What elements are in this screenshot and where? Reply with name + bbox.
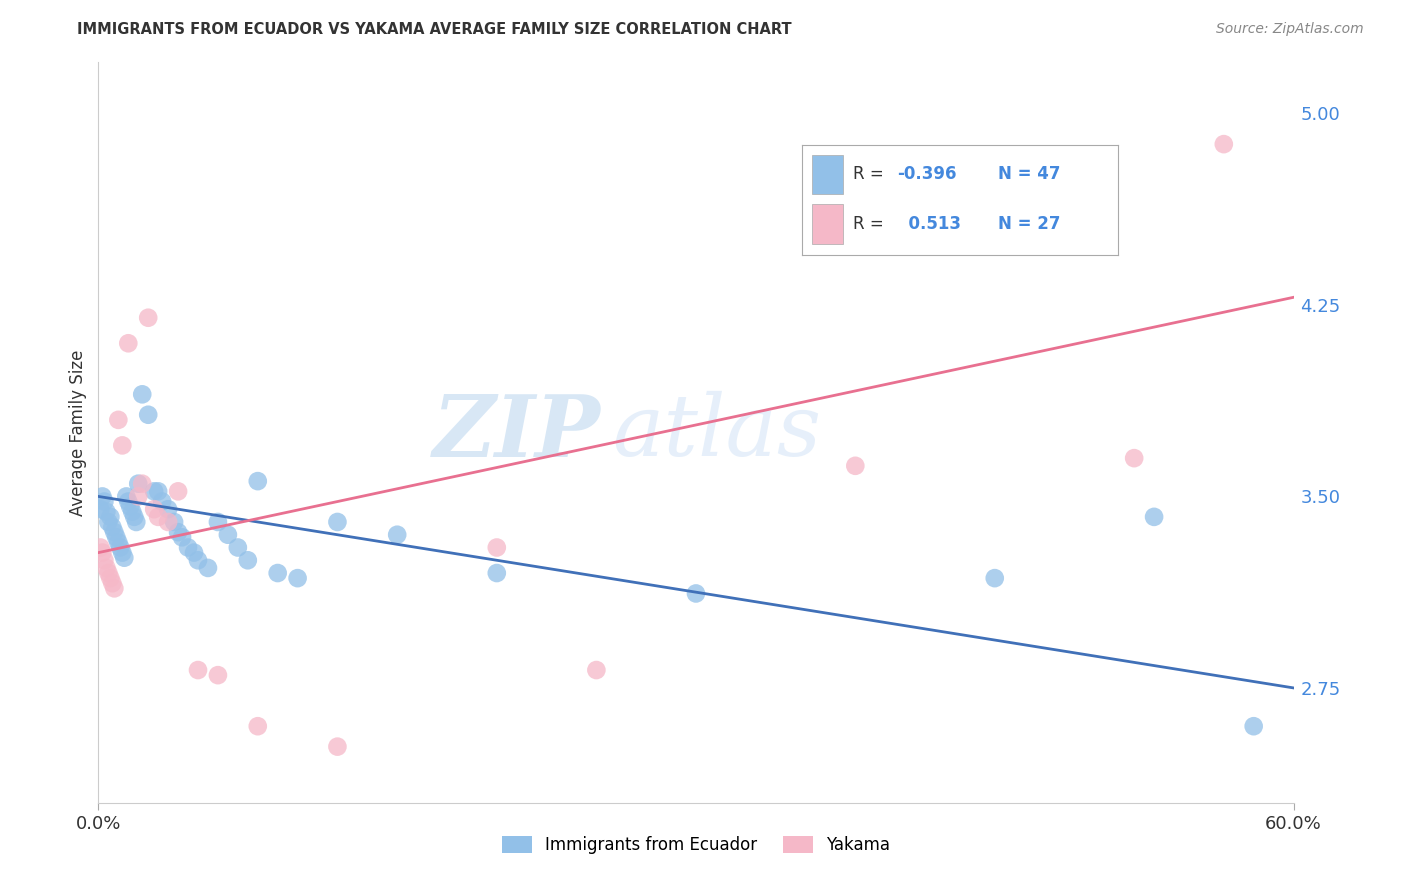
Point (110, 541, 132, 555)
Point (207, 515, 229, 529)
Point (844, 458, 866, 473)
Point (167, 484, 190, 499)
Point (131, 387, 153, 401)
Point (157, 502, 180, 516)
Point (103, 582, 125, 596)
Point (267, 566, 290, 580)
Point (101, 576, 124, 591)
Text: Source: ZipAtlas.com: Source: ZipAtlas.com (1216, 22, 1364, 37)
Text: ZIP: ZIP (433, 391, 600, 475)
Point (136, 310, 159, 325)
Text: atlas: atlas (613, 392, 821, 474)
Point (93, 553, 115, 567)
Bar (811, 154, 844, 194)
Text: -0.396: -0.396 (897, 166, 956, 184)
Point (107, 413, 129, 427)
Point (115, 490, 138, 504)
Point (685, 586, 707, 600)
Point (287, 571, 309, 585)
Bar (811, 204, 844, 244)
Point (177, 541, 200, 555)
Point (111, 546, 134, 560)
Point (1143, 509, 1166, 524)
Point (103, 525, 125, 540)
Point (127, 476, 149, 491)
Text: R =: R = (853, 215, 883, 233)
Point (111, 438, 134, 452)
Y-axis label: Average Family Size: Average Family Size (69, 350, 87, 516)
Point (326, 515, 349, 529)
Point (101, 520, 124, 534)
Point (148, 484, 170, 499)
Point (217, 527, 239, 541)
Point (93, 494, 115, 508)
Point (127, 490, 149, 504)
Point (91, 490, 114, 504)
Text: N = 47: N = 47 (998, 166, 1060, 184)
Text: N = 27: N = 27 (998, 215, 1060, 233)
Point (89, 541, 111, 555)
Point (117, 494, 139, 508)
Point (105, 530, 128, 544)
Point (148, 509, 170, 524)
Point (187, 663, 209, 677)
Point (1212, 137, 1234, 152)
Point (246, 719, 269, 733)
Point (485, 566, 508, 580)
Legend: Immigrants from Ecuador, Yakama: Immigrants from Ecuador, Yakama (495, 830, 897, 861)
Text: IMMIGRANTS FROM ECUADOR VS YAKAMA AVERAGE FAMILY SIZE CORRELATION CHART: IMMIGRANTS FROM ECUADOR VS YAKAMA AVERAG… (77, 22, 792, 37)
Point (98, 509, 122, 524)
Point (226, 541, 249, 555)
Point (1243, 719, 1265, 733)
Point (485, 541, 508, 555)
Point (125, 515, 148, 529)
Point (246, 474, 269, 488)
Point (143, 502, 166, 516)
Point (1123, 451, 1146, 466)
Point (97, 566, 120, 580)
Point (984, 571, 1007, 585)
Point (112, 550, 135, 565)
Point (385, 527, 409, 541)
Point (91, 546, 114, 560)
Point (124, 509, 146, 524)
Point (117, 336, 139, 351)
Point (236, 553, 259, 567)
Point (585, 663, 607, 677)
Point (121, 505, 143, 519)
Point (183, 546, 205, 560)
Point (97, 515, 120, 529)
Point (207, 668, 229, 682)
Point (157, 515, 180, 529)
Point (150, 494, 173, 508)
Point (172, 530, 194, 544)
Point (96, 505, 118, 519)
Point (136, 408, 159, 422)
Point (143, 484, 166, 499)
Point (120, 500, 142, 514)
Point (187, 553, 209, 567)
Point (131, 476, 153, 491)
Point (326, 739, 349, 754)
Point (167, 525, 190, 540)
Text: 0.513: 0.513 (897, 215, 962, 233)
Point (96, 561, 118, 575)
Point (197, 561, 219, 575)
Point (98, 571, 122, 585)
Point (107, 535, 129, 549)
Point (163, 515, 186, 529)
Point (89, 502, 111, 516)
Text: R =: R = (853, 166, 883, 184)
